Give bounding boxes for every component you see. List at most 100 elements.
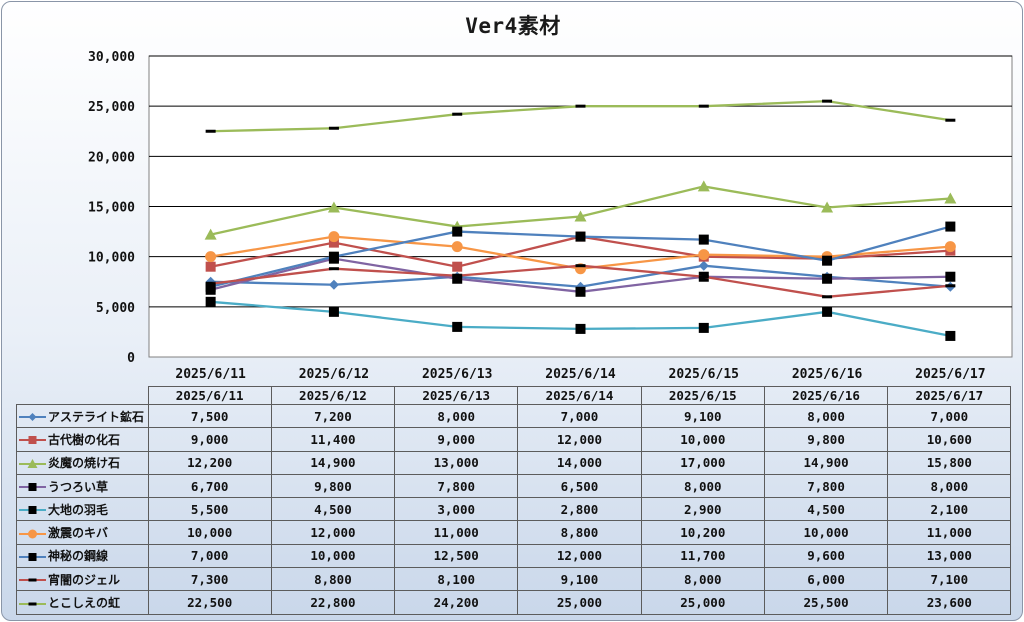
table-cell: 10,200 [640, 520, 765, 545]
table-row: 神秘の鋼線 7,000 10,000 12,500 12,000 11,700 9,600 1… [16, 543, 1012, 569]
table-cell: 2,100 [887, 497, 1012, 522]
table-cell: 10,000 [640, 427, 765, 452]
series-name: 炎魔の焼け石 [48, 456, 121, 471]
table-cell: 25,500 [763, 590, 889, 615]
data-point [452, 274, 463, 278]
data-point [328, 279, 339, 290]
data-point [452, 112, 463, 116]
x-tick-label: 2025/6/11 [175, 367, 246, 382]
data-point [327, 201, 340, 213]
table-header-cell: 2025/6/16 [763, 386, 889, 405]
table-cell: 11,700 [640, 543, 765, 569]
data-point [328, 306, 339, 317]
legend-key-marker [28, 552, 37, 561]
table-cell: 7,500 [147, 403, 272, 429]
table-cell: 7,000 [147, 543, 272, 569]
table-header-row: 2025/6/11 2025/6/12 2025/6/13 2025/6/14 2025… [16, 386, 1012, 405]
data-point [821, 201, 834, 213]
data-point [205, 281, 216, 292]
data-point [944, 241, 956, 253]
data-point [822, 306, 833, 317]
x-tick-label: 2025/6/12 [299, 367, 369, 382]
data-point [945, 330, 956, 341]
y-tick-label: 0 [127, 351, 135, 366]
series-name-cell: 古代樹の化石 [16, 427, 149, 452]
table-cell: 2,900 [640, 497, 765, 522]
data-point [822, 255, 833, 266]
table-cell: 23,600 [887, 590, 1012, 615]
legend-key [19, 413, 46, 422]
legend-key [19, 578, 46, 582]
data-point [451, 241, 463, 253]
data-point [698, 249, 710, 261]
table-cell: 12,000 [270, 520, 396, 545]
data-point [698, 234, 709, 245]
table-cell: 4,500 [270, 497, 396, 522]
legend-key [19, 436, 46, 445]
data-point [575, 231, 586, 242]
table-header-cell: 2025/6/17 [887, 386, 1012, 405]
table-cell: 14,900 [763, 450, 889, 475]
table-row: とこしえの虹 22,500 22,800 24,200 25,000 25,000 25,5… [16, 590, 1012, 615]
table-cell: 7,800 [763, 473, 889, 499]
table-cell: 9,100 [517, 567, 642, 592]
table-cell: 9,000 [394, 427, 519, 452]
table-cell: 11,000 [394, 520, 519, 545]
x-tick-label: 2025/6/15 [669, 367, 739, 382]
x-tick-label: 2025/6/13 [422, 367, 492, 382]
data-point [575, 286, 586, 297]
data-point [452, 273, 463, 284]
data-point [945, 284, 956, 288]
data-point [945, 271, 956, 282]
series-name-cell: 大地の羽毛 [16, 497, 149, 522]
data-point [205, 129, 216, 133]
table-cell: 9,100 [640, 403, 765, 429]
data-point [452, 226, 463, 237]
table-cell: 12,000 [517, 427, 642, 452]
table-cell: 25,000 [517, 590, 642, 615]
legend-key-marker [28, 529, 37, 539]
data-point [945, 118, 956, 122]
series-name-cell: とこしえの虹 [16, 590, 149, 615]
data-point [698, 104, 709, 108]
y-tick-label: 25,000 [88, 100, 135, 115]
legend-key [19, 602, 46, 606]
series-name-cell: 激震のキバ [16, 520, 149, 545]
table-cell: 9,800 [763, 427, 889, 452]
table-cell: 14,000 [517, 450, 642, 475]
table-cell: 24,200 [394, 590, 519, 615]
legend-key-marker [28, 602, 37, 606]
data-point [328, 251, 339, 262]
table-cell: 5,500 [147, 497, 272, 522]
data-point [574, 210, 587, 222]
series-name: うつろい草 [48, 479, 109, 494]
table-row: 宵闇のジェル 7,300 8,800 8,100 9,100 8,000 6,000 7,10… [16, 567, 1012, 592]
series-name-cell: アステライト鉱石 [16, 403, 149, 429]
table-cell: 7,000 [887, 403, 1012, 429]
y-tick-label: 20,000 [88, 150, 135, 165]
table-cell: 10,600 [887, 427, 1012, 452]
legend-key-marker [28, 413, 37, 422]
data-point [822, 295, 833, 299]
legend-key-marker [27, 458, 38, 468]
data-point [205, 261, 216, 272]
data-point [945, 221, 956, 232]
data-point [205, 282, 216, 286]
table-corner [16, 386, 149, 405]
table-cell: 8,000 [763, 403, 889, 429]
series-name: 古代樹の化石 [48, 432, 121, 447]
legend-key [19, 483, 46, 492]
chart-title: Ver4素材 [465, 14, 561, 38]
x-tick-label: 2025/6/14 [545, 367, 616, 382]
series-name: 宵闇のジェル [48, 572, 121, 587]
table-cell: 6,000 [763, 567, 889, 592]
data-point [204, 228, 217, 240]
table-cell: 17,000 [640, 450, 765, 475]
table-cell: 7,300 [147, 567, 272, 592]
plot-area: 0 5,000 10,000 15,000 20,000 25,000 30,000 2025… [88, 50, 1013, 382]
table-cell: 8,000 [640, 567, 765, 592]
data-point [944, 192, 957, 204]
table-cell: 12,200 [147, 450, 272, 475]
series-name: 激震のキバ [48, 526, 109, 541]
